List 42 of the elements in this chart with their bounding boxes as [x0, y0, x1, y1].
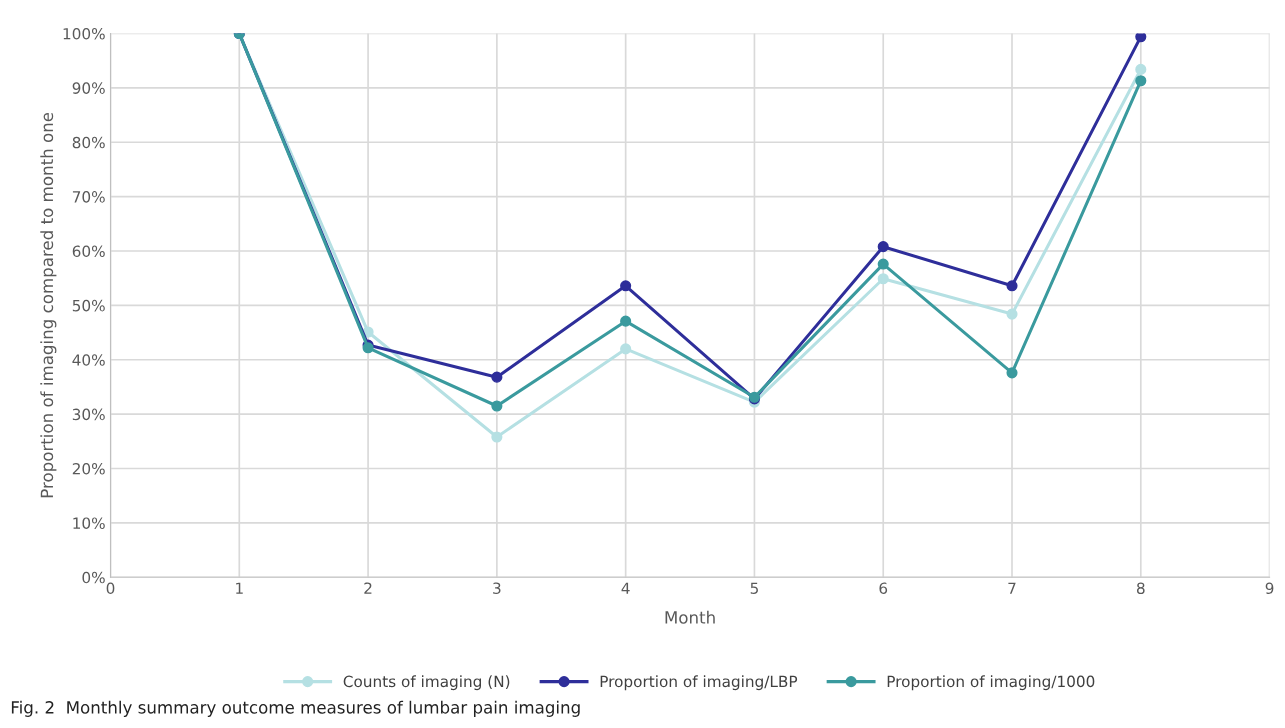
- point: [877, 241, 889, 253]
- x-tick-label: 7: [1008, 582, 1016, 594]
- point: [1006, 280, 1018, 292]
- x-tick-label: 1: [236, 582, 243, 594]
- y-tick-label: 60%: [72, 245, 105, 258]
- caption: Fig. 2 Monthly summary outcome measures of lumbar pain imaging: [11, 700, 580, 717]
- point: [1006, 308, 1018, 320]
- y-tick-label: 100%: [63, 27, 105, 40]
- x-tick-label: 2: [364, 582, 372, 594]
- x-tick-label: 6: [879, 582, 888, 594]
- point: [491, 371, 503, 383]
- x-tick-label: 8: [1136, 582, 1145, 594]
- y-tick-label: 40%: [72, 354, 105, 366]
- y-tick-label: 20%: [72, 463, 105, 475]
- y-tick-label: 0%: [82, 571, 105, 584]
- y-axis-title: Proportion of imaging compared to month one: [40, 112, 57, 498]
- legend-label: Proportion of imaging/1000: [887, 675, 1095, 691]
- point: [1135, 63, 1147, 75]
- legend-label: Proportion of imaging/LBP: [600, 675, 798, 691]
- point: [491, 400, 503, 412]
- y-tick-label: 80%: [72, 136, 105, 149]
- point: [1135, 33, 1147, 43]
- x-tick-label: 5: [750, 582, 758, 594]
- point: [620, 343, 632, 355]
- x-axis-title: Month: [665, 610, 715, 624]
- point: [1006, 367, 1018, 379]
- y-tick-label: 90%: [72, 82, 105, 94]
- y-tick-label: 70%: [72, 191, 105, 203]
- y-tick-label: 50%: [72, 299, 105, 312]
- point: [877, 273, 889, 285]
- legend-label: Counts of imaging (N): [343, 675, 510, 691]
- point: [491, 431, 503, 443]
- point: [877, 258, 889, 270]
- point: [620, 315, 632, 327]
- x-tick-label: 4: [621, 582, 630, 594]
- x-tick-label: 0: [106, 582, 115, 594]
- x-tick-label: 3: [493, 582, 501, 594]
- point: [1135, 75, 1147, 87]
- point: [620, 280, 632, 292]
- y-tick-label: 10%: [73, 517, 105, 529]
- x-tick-label: 9: [1265, 582, 1274, 594]
- y-tick-label: 30%: [72, 408, 105, 421]
